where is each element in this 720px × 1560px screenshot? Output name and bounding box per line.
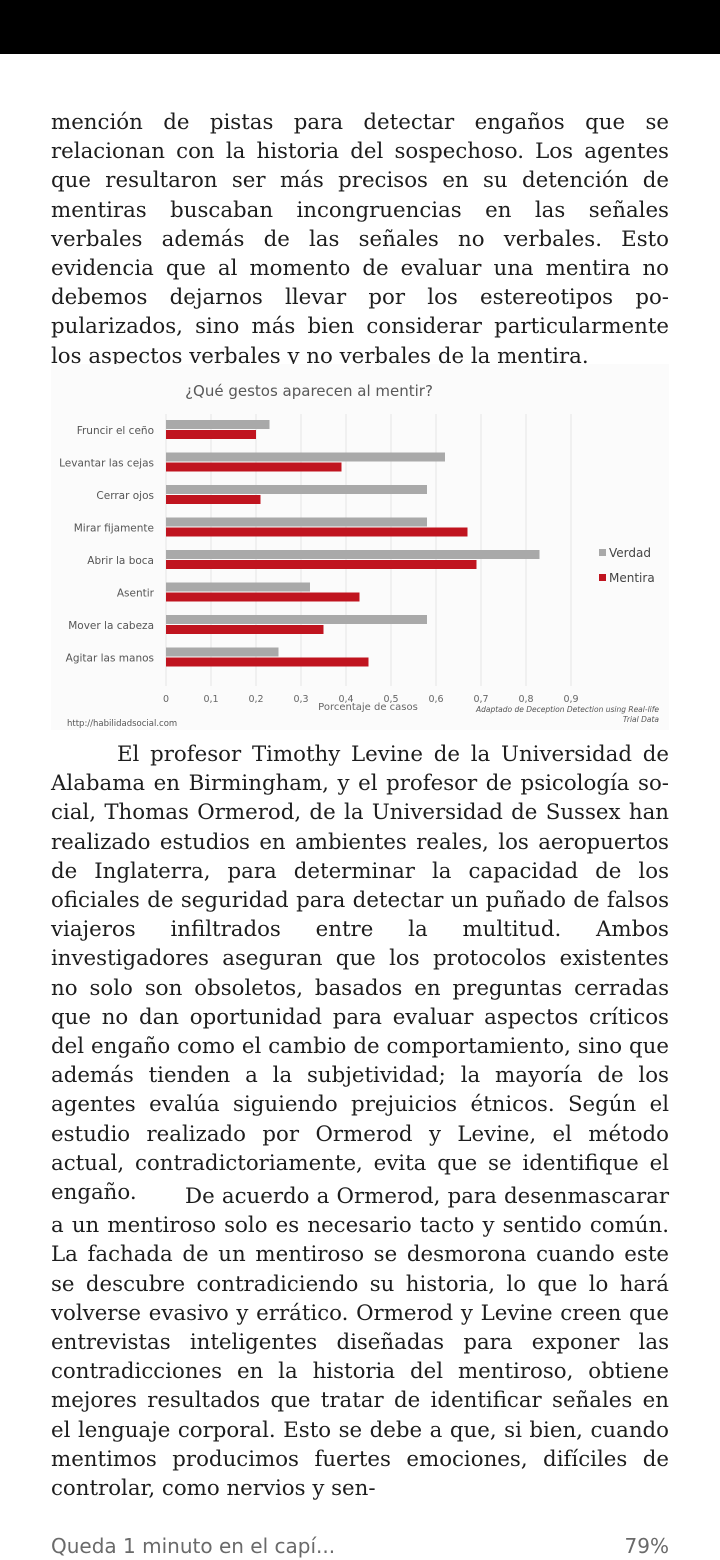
chart-x-tick-labels: 0 0,1 0,2 0,3 0,4 0,5 0,6 0,7 0,8 0,9 bbox=[163, 694, 579, 705]
category-label: Levantar las cejas bbox=[59, 458, 154, 470]
bar-verdad bbox=[166, 582, 310, 592]
bar-mentira bbox=[166, 625, 324, 634]
bar-verdad bbox=[166, 517, 427, 527]
bar-verdad bbox=[166, 452, 445, 462]
bar-verdad bbox=[166, 615, 427, 624]
bar-mentira bbox=[166, 592, 360, 602]
bar-mentira bbox=[166, 657, 369, 667]
body-paragraph-1: mención de pistas para detectar engaños … bbox=[51, 110, 669, 369]
status-bar bbox=[0, 0, 720, 54]
bar-mentira bbox=[166, 462, 342, 472]
category-label: Mirar fijamente bbox=[74, 523, 154, 535]
x-tick-label: 0,6 bbox=[428, 694, 443, 705]
body-paragraph-3: De acuerdo a Ormerod, para desenmascarar… bbox=[51, 1184, 669, 1502]
category-label: Asentir bbox=[117, 588, 155, 600]
body-paragraph-2: El profesor Timothy Levine de la Univers… bbox=[51, 742, 669, 1206]
x-tick-label: 0,4 bbox=[338, 694, 353, 705]
x-tick-label: 0,2 bbox=[248, 694, 263, 705]
category-label: Mover la cabeza bbox=[68, 620, 154, 632]
chart-source-url: http://habilidadsocial.com bbox=[67, 719, 177, 729]
chart-source-credit-2: Trial Data bbox=[623, 715, 660, 724]
bar-verdad bbox=[166, 647, 279, 657]
bar-mentira bbox=[166, 560, 477, 569]
x-tick-label: 0,1 bbox=[203, 694, 218, 705]
x-tick-label: 0,3 bbox=[293, 694, 308, 705]
gestures-bar-chart: ¿Qué gestos aparecen al mentir? Fruncir … bbox=[59, 382, 660, 729]
chart-figure: ¿Qué gestos aparecen al mentir? Fruncir … bbox=[51, 364, 669, 730]
chart-legend: Verdad Mentira bbox=[599, 546, 655, 585]
category-label: Cerrar ojos bbox=[96, 490, 154, 502]
bar-verdad bbox=[166, 420, 270, 429]
chart-bars bbox=[166, 420, 540, 667]
x-tick-label: 0,8 bbox=[518, 694, 533, 705]
category-label: Abrir la boca bbox=[87, 555, 154, 567]
x-tick-label: 0 bbox=[163, 694, 169, 705]
bar-mentira bbox=[166, 495, 261, 504]
category-label: Fruncir el ceño bbox=[77, 425, 154, 437]
x-tick-label: 0,5 bbox=[383, 694, 398, 705]
x-tick-label: 0,9 bbox=[563, 694, 578, 705]
legend-label-verdad: Verdad bbox=[609, 546, 651, 560]
category-label: Agitar las manos bbox=[66, 653, 154, 665]
bar-mentira bbox=[166, 430, 256, 439]
book-progress-percent: 79% bbox=[624, 1534, 669, 1558]
bar-mentira bbox=[166, 527, 468, 537]
chart-source-credit-1: Adaptado de Deception Detection using Re… bbox=[475, 705, 659, 714]
chapter-time-remaining: Queda 1 minuto en el capí... bbox=[51, 1534, 336, 1558]
x-tick-label: 0,7 bbox=[473, 694, 488, 705]
legend-swatch-verdad bbox=[599, 549, 606, 556]
legend-label-mentira: Mentira bbox=[609, 571, 655, 585]
bar-verdad bbox=[166, 485, 427, 494]
legend-swatch-mentira bbox=[599, 574, 606, 581]
bar-verdad bbox=[166, 550, 540, 559]
chart-category-labels: Fruncir el ceño Levantar las cejas Cerrar … bbox=[59, 425, 155, 665]
chart-title: ¿Qué gestos aparecen al mentir? bbox=[185, 382, 433, 400]
x-axis-label: Porcentaje de casos bbox=[318, 702, 418, 713]
